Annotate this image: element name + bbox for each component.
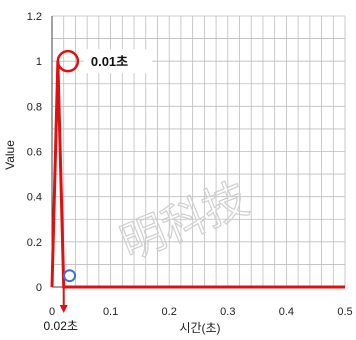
x-axis-label: 시간(초) — [179, 321, 220, 335]
watermark: 明科技 — [113, 173, 256, 271]
x-tick-label: 0 — [49, 306, 55, 318]
highlight-circle — [56, 49, 80, 73]
watermark-text: 明科技 — [114, 173, 255, 270]
y-tick-label: 0.6 — [27, 147, 42, 159]
y-tick-label: 0.4 — [27, 192, 42, 204]
x-tick-labels: 0 0.1 0.2 0.3 0.4 0.5 — [49, 306, 353, 318]
annotation-label-peak: 0.01초 — [91, 54, 128, 69]
y-tick-label: 1.2 — [27, 11, 42, 23]
annotation-label-bg — [83, 49, 152, 74]
x-tick-label: 0.5 — [337, 306, 352, 318]
y-tick-label: 1 — [36, 56, 42, 68]
blue-point-marker — [63, 269, 77, 283]
down-arrow-head — [59, 305, 68, 313]
annotation-label-end: 0.02초 — [44, 319, 78, 333]
x-tick-label: 0.3 — [220, 306, 235, 318]
x-tick-label: 0.2 — [162, 306, 177, 318]
y-tick-label: 0.8 — [27, 101, 42, 113]
y-tick-label: 0.2 — [27, 237, 42, 249]
series-line — [50, 61, 345, 289]
y-tick-labels: 0 0.2 0.4 0.6 0.8 1 1.2 — [27, 11, 42, 294]
series-layer — [50, 61, 345, 289]
annotations: 0.01초 0.02초 — [44, 49, 152, 333]
x-tick-label: 0.1 — [103, 306, 118, 318]
y-tick-label: 0 — [36, 282, 42, 294]
y-axis-label: Value — [3, 140, 17, 170]
x-tick-label: 0.4 — [279, 306, 294, 318]
